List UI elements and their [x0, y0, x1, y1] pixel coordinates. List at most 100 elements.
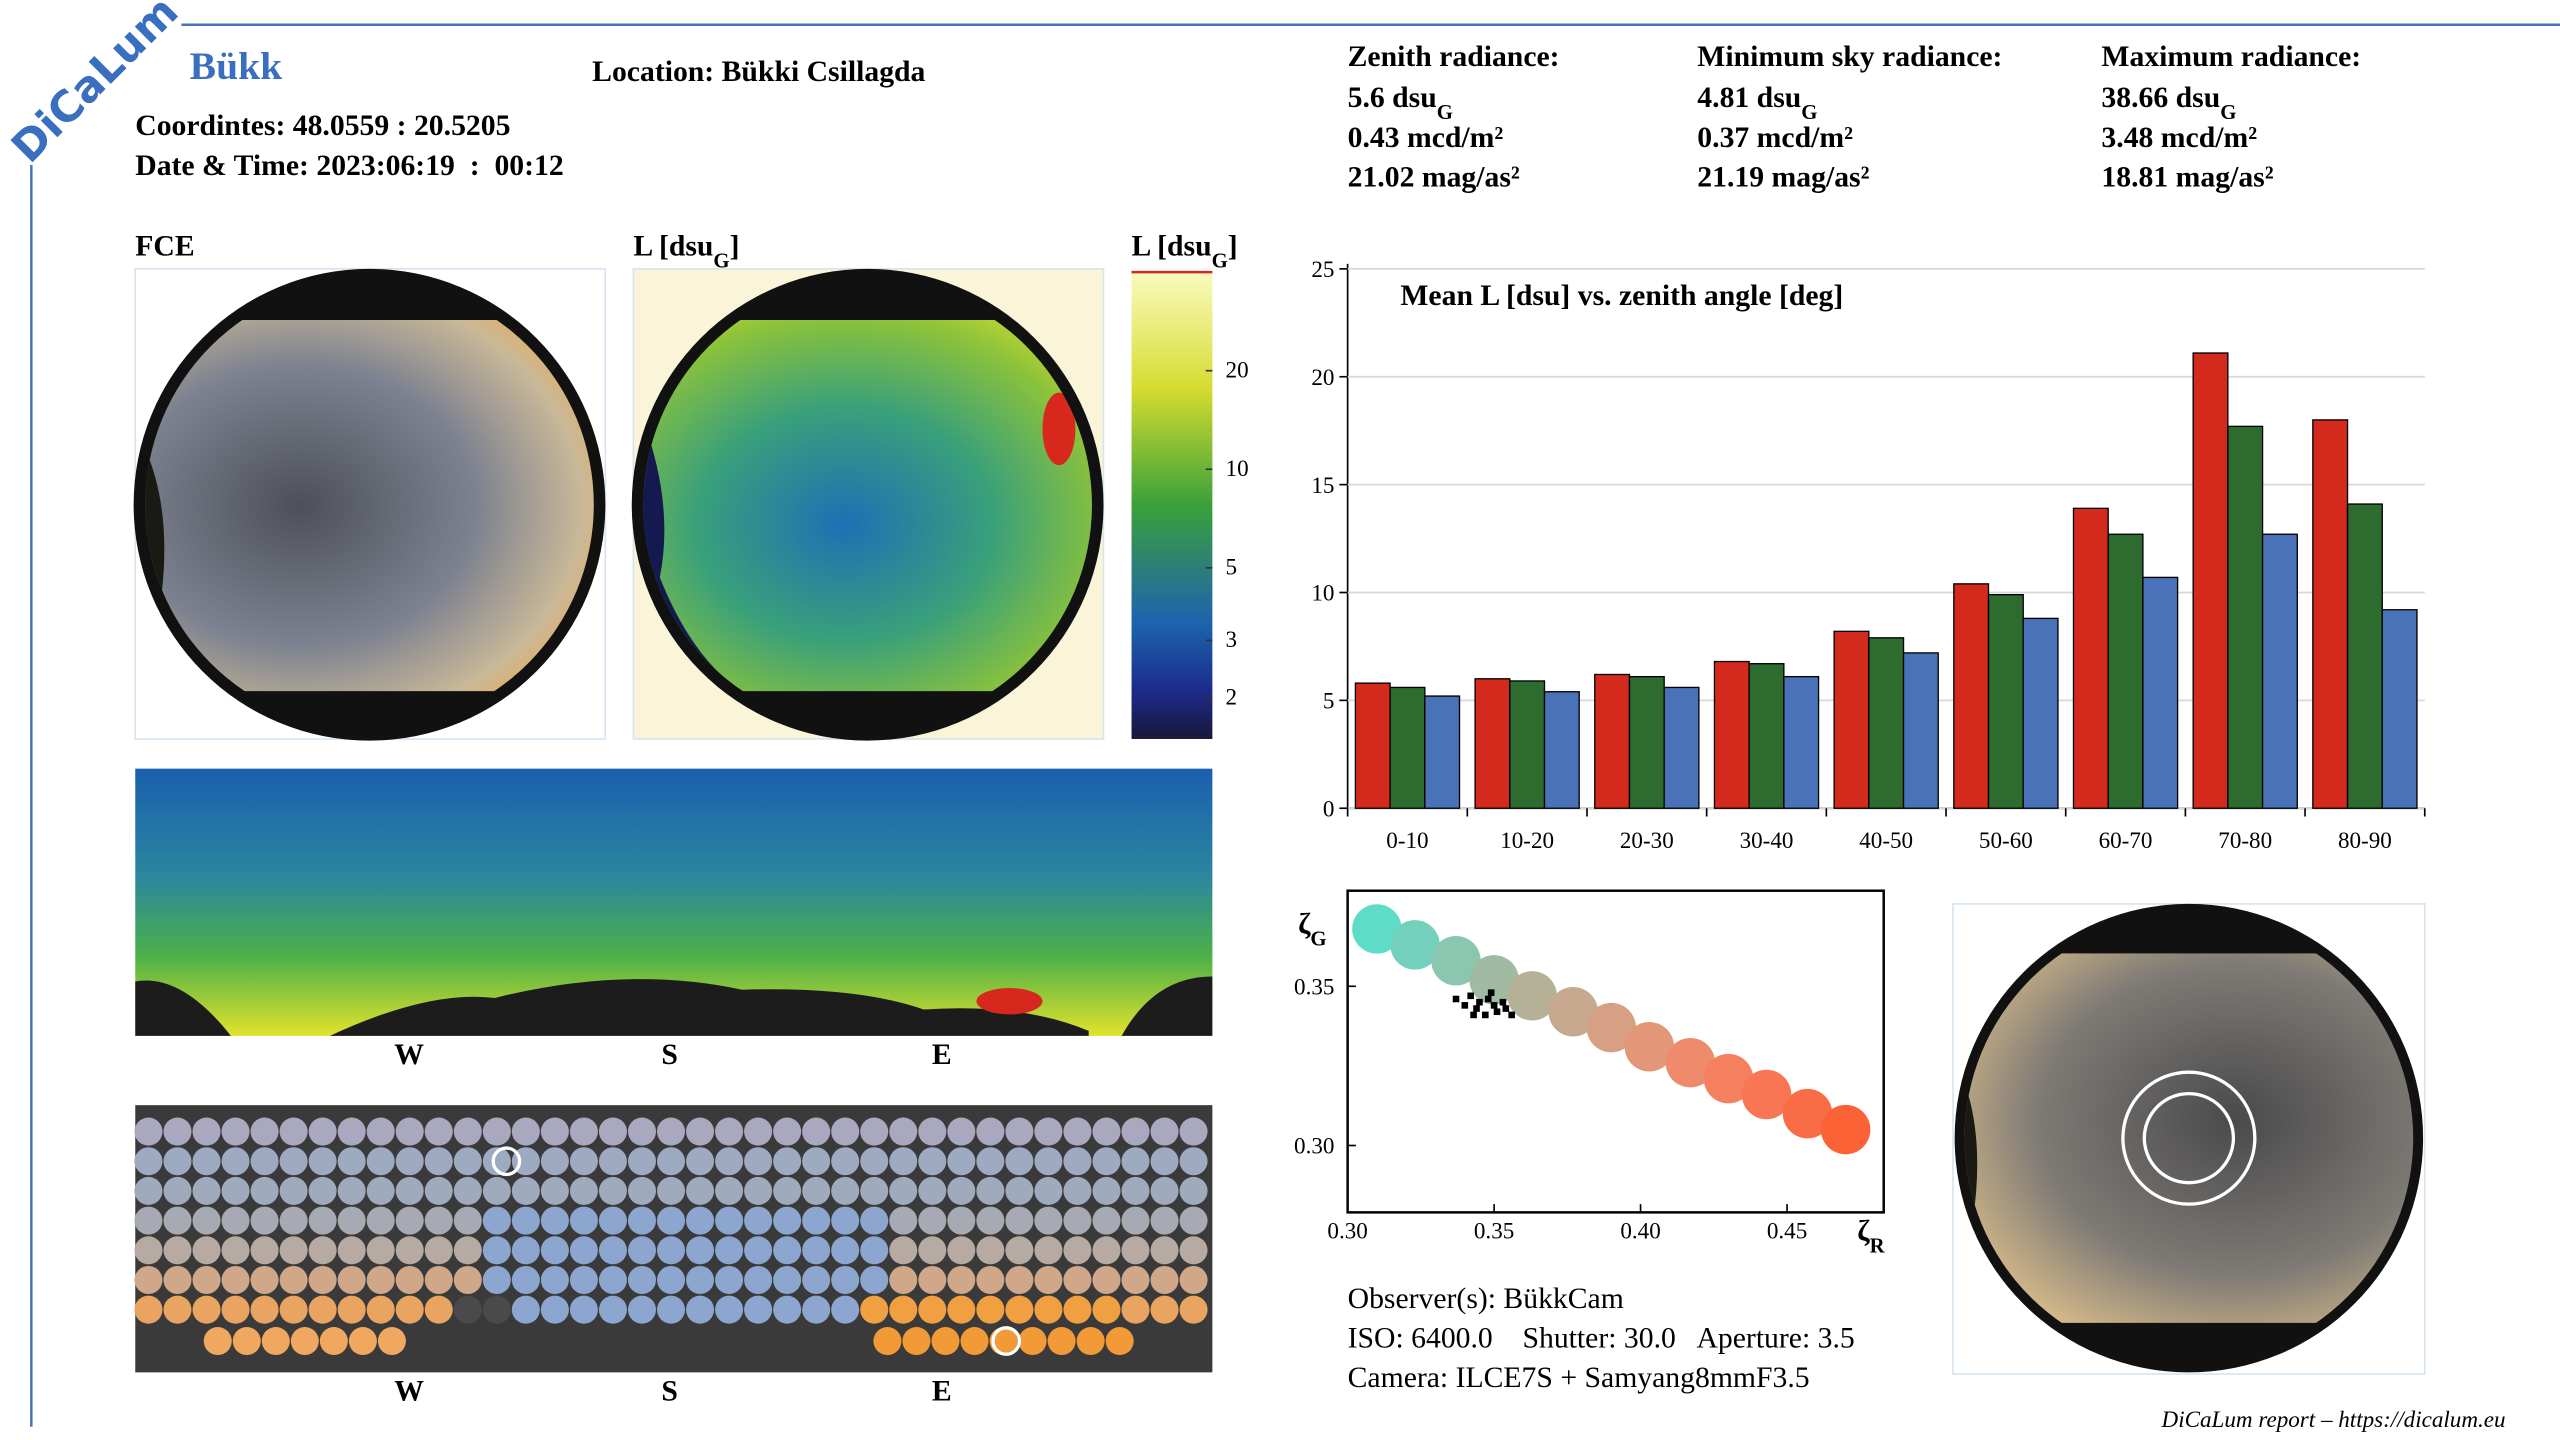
sky-sample	[860, 1117, 889, 1146]
x-tick-label: 80-90	[2338, 827, 2392, 853]
direction-label: W	[394, 1375, 424, 1407]
direction-label: W	[394, 1039, 424, 1071]
sky-sample	[598, 1206, 627, 1235]
measured-point	[1502, 1005, 1510, 1012]
sky-sample	[1179, 1176, 1208, 1205]
bar	[1474, 678, 1511, 809]
sky-sample	[163, 1265, 192, 1295]
measured-point	[1452, 995, 1460, 1003]
radiance-value-sub: G	[2220, 101, 2236, 124]
bar	[2107, 533, 2144, 809]
sky-sample	[918, 1206, 947, 1235]
sky-sample	[250, 1206, 279, 1235]
direction-label: S	[661, 1039, 678, 1071]
sky-sample	[889, 1265, 918, 1295]
sky-sample	[686, 1147, 715, 1176]
bar	[1424, 695, 1461, 809]
sky-sample	[656, 1117, 686, 1146]
sky-sample	[656, 1206, 686, 1235]
bar	[2381, 609, 2418, 809]
sky-sample	[308, 1265, 337, 1295]
sky-sample	[540, 1147, 569, 1176]
sky-sample	[337, 1236, 366, 1265]
sky-sample	[279, 1147, 308, 1176]
sky-sample	[773, 1295, 802, 1324]
sky-sample	[366, 1117, 395, 1146]
sky-sample	[424, 1147, 453, 1176]
sky-sample	[511, 1176, 540, 1205]
sky-sample	[377, 1327, 406, 1356]
sky-sample	[715, 1265, 744, 1295]
sky-sample	[192, 1265, 221, 1295]
sky-sample	[453, 1265, 482, 1295]
sky-sample	[831, 1147, 860, 1176]
sky-sample	[482, 1176, 511, 1205]
sky-sample	[860, 1236, 889, 1265]
sky-sample	[831, 1206, 860, 1235]
sky-sample	[1121, 1295, 1150, 1324]
radiance-value-main: 0.37 mcd/m²	[1697, 122, 1853, 154]
y-tick-label: 10	[1311, 580, 1334, 606]
sky-sample	[947, 1176, 976, 1205]
sky-sample	[221, 1236, 250, 1265]
bar	[1509, 680, 1546, 809]
bar	[1543, 691, 1580, 809]
radiance-value-sub: G	[1437, 101, 1453, 124]
sky-sample	[860, 1265, 889, 1295]
sky-sample	[1018, 1327, 1047, 1356]
sky-sample	[744, 1117, 773, 1146]
sky-sample	[308, 1147, 337, 1176]
sky-sample	[773, 1147, 802, 1176]
sky-sample	[1121, 1117, 1150, 1146]
colorbar-title-sub: G	[1212, 249, 1228, 272]
sky-sample	[221, 1176, 250, 1205]
sky-sample	[511, 1295, 540, 1324]
sky-sample	[627, 1236, 656, 1265]
color-point	[1507, 971, 1557, 1021]
sky-sample	[1063, 1147, 1092, 1176]
camera: Camera: ILCE7S + Samyang8mmF3.5	[1348, 1362, 1810, 1394]
sky-sample	[453, 1295, 482, 1324]
sky-sample	[453, 1206, 482, 1235]
sky-sample	[1179, 1295, 1208, 1324]
sky-sample	[802, 1176, 831, 1205]
sky-sample	[889, 1236, 918, 1265]
x-tick-label: 0-10	[1386, 827, 1428, 853]
bar	[1902, 652, 1939, 809]
sky	[1964, 953, 2414, 1323]
sky-sample	[656, 1236, 686, 1265]
color-point	[1431, 936, 1481, 986]
sky-sample	[860, 1176, 889, 1205]
sky-sample	[976, 1147, 1005, 1176]
direction-label: E	[932, 1375, 952, 1407]
sky-sample	[250, 1295, 279, 1324]
sky-sample	[424, 1206, 453, 1235]
sky-sample	[540, 1236, 569, 1265]
sky-sample	[773, 1236, 802, 1265]
sky-sample	[569, 1295, 598, 1324]
sky-sample	[889, 1147, 918, 1176]
sky-sample	[1063, 1265, 1092, 1295]
radiance-value-main: 21.19 mag/as²	[1697, 161, 1869, 193]
colorbar-title-tail: ]	[1228, 231, 1238, 263]
sky-sample	[395, 1295, 424, 1324]
sky-sample	[1034, 1176, 1063, 1205]
sky-sample	[308, 1206, 337, 1235]
sky-sample	[540, 1176, 569, 1205]
sky-sample	[1047, 1327, 1076, 1356]
sky-sample	[656, 1176, 686, 1205]
sky-sample	[831, 1236, 860, 1265]
sky-sample	[773, 1176, 802, 1205]
sky-sample	[482, 1206, 511, 1235]
camera-settings: ISO: 6400.0 Shutter: 30.0 Aperture: 3.5	[1348, 1323, 1855, 1355]
sky-sample	[947, 1206, 976, 1235]
sky-sample	[976, 1206, 1005, 1235]
sky-sample	[831, 1117, 860, 1146]
sky-sample	[627, 1147, 656, 1176]
panel-title: L [dsuG]	[633, 231, 739, 273]
sky-sample	[1092, 1206, 1121, 1235]
logo: DiCaLum	[2, 0, 188, 173]
bar	[2022, 617, 2059, 809]
sky-sample	[1179, 1206, 1208, 1235]
measured-point	[1493, 1008, 1501, 1016]
